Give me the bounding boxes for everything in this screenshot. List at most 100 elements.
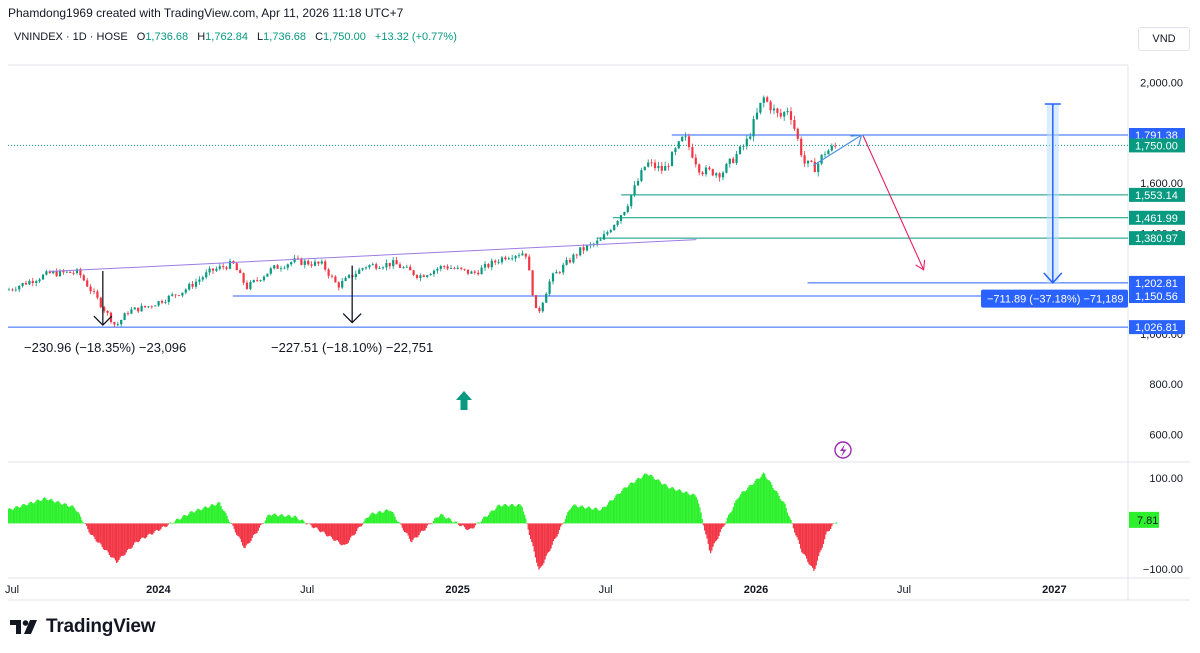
oscillator-bar <box>21 505 23 524</box>
oscillator-bar <box>87 523 89 530</box>
candle-body <box>24 283 28 285</box>
oscillator-bar <box>599 510 601 524</box>
oscillator-bar <box>798 523 801 544</box>
candle-body <box>327 269 330 276</box>
lightning-icon[interactable] <box>834 441 852 459</box>
oscillator-bar <box>81 520 83 524</box>
candle-body <box>222 266 225 268</box>
open-label: O <box>136 31 146 43</box>
candle-body <box>167 295 170 302</box>
oscillator-bar <box>621 490 623 524</box>
candle-body <box>653 162 657 169</box>
candle-body <box>735 153 738 163</box>
candle-body <box>313 261 317 266</box>
oscillator-bar <box>237 523 239 536</box>
candle-body <box>684 136 687 138</box>
oscillator-bar <box>264 520 267 524</box>
oscillator-bar <box>191 511 193 524</box>
oscillator-bar <box>224 511 226 524</box>
candle-body <box>361 268 364 270</box>
projection-arrow[interactable] <box>862 135 925 271</box>
oscillator-bar <box>22 503 24 524</box>
oscillator-bar <box>543 523 545 564</box>
candle-body <box>681 136 684 142</box>
trendline[interactable] <box>48 239 697 273</box>
oscillator-bar <box>617 493 619 524</box>
oscillator-bar <box>449 518 451 524</box>
candle-body <box>602 234 606 240</box>
time-axis-tick: 2026 <box>744 584 768 596</box>
candle-body <box>813 161 816 173</box>
oscillator-bar <box>576 507 579 524</box>
oscillator-bar <box>58 501 60 524</box>
candle-body <box>239 270 242 274</box>
candle-body <box>79 269 82 276</box>
price-axis-tick: 800.00 <box>1149 379 1183 391</box>
oscillator-bar <box>364 519 366 524</box>
oscillator-bar <box>788 515 790 524</box>
oscillator-bar <box>142 523 144 538</box>
oscillator-bar <box>714 523 717 542</box>
candle-body <box>613 224 616 231</box>
oscillator-bar <box>65 503 67 524</box>
oscillator-bar <box>366 517 369 524</box>
candle-body <box>55 271 58 277</box>
low-value: 1,736.68 <box>263 31 306 43</box>
candle-body <box>704 167 708 175</box>
candle-body <box>164 301 167 303</box>
tradingview-logo[interactable]: TradingView <box>10 616 156 638</box>
symbol-name[interactable]: VNINDEX · 1D · HOSE <box>14 31 128 43</box>
oscillator-bar <box>818 523 820 556</box>
oscillator-bar <box>389 511 391 524</box>
oscillator-bar <box>538 523 540 570</box>
arrow-up-icon[interactable] <box>456 391 472 410</box>
candle-body <box>562 264 565 273</box>
oscillator-bar <box>152 523 154 535</box>
oscillator-bar <box>209 505 211 524</box>
oscillator-bar <box>207 508 209 524</box>
oscillator-bar <box>770 481 772 524</box>
oscillator-bar <box>434 518 436 524</box>
candle-body <box>555 272 558 274</box>
oscillator-bar <box>179 519 181 524</box>
oscillator-bar <box>426 523 429 526</box>
oscillator-bar <box>240 523 243 543</box>
oscillator-bar <box>194 512 196 524</box>
oscillator-bar <box>555 523 557 538</box>
oscillator-bar <box>606 504 609 524</box>
candle-body <box>456 267 459 269</box>
oscillator-bar <box>614 497 616 524</box>
forecast-up-arrow[interactable] <box>812 134 862 167</box>
candle-body <box>755 112 759 120</box>
candle-body <box>249 282 252 289</box>
oscillator-bar <box>165 523 167 528</box>
oscillator-bar <box>485 516 487 524</box>
currency-button[interactable]: VND <box>1138 27 1190 51</box>
oscillator-bar <box>122 523 124 556</box>
oscillator-bar <box>638 477 640 524</box>
oscillator-bar <box>491 510 493 524</box>
oscillator-bar <box>363 521 365 524</box>
oscillator-bar <box>369 515 371 524</box>
oscillator-bar <box>640 478 642 524</box>
candle-body <box>534 295 538 309</box>
high-value: 1,762.84 <box>205 31 248 43</box>
candle-body <box>776 108 779 113</box>
candle-body <box>218 266 221 269</box>
oscillator-bar <box>153 523 155 533</box>
oscillator-bar <box>112 523 114 558</box>
oscillator-bar <box>18 507 21 524</box>
candle-body <box>711 169 714 176</box>
oscillator-bar <box>682 493 684 524</box>
oscillator-bar <box>753 483 755 524</box>
candle-body <box>225 267 228 269</box>
candle-body <box>463 268 466 270</box>
oscillator-bar <box>610 500 612 524</box>
oscillator-bar <box>424 523 426 531</box>
oscillator-bar <box>584 508 586 524</box>
oscillator-bar <box>93 523 95 537</box>
oscillator-bar <box>131 523 133 548</box>
oscillator-bar <box>782 501 784 524</box>
oscillator-bar <box>761 474 763 524</box>
